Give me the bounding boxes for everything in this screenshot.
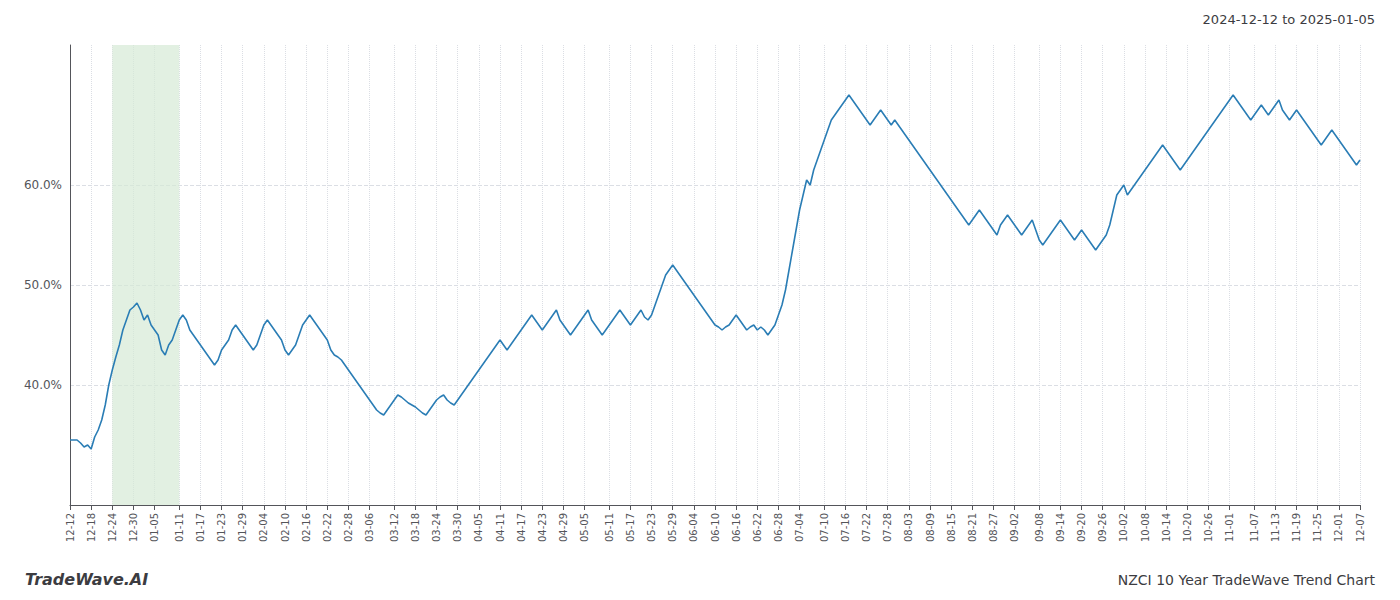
svg-text:01-17: 01-17 — [195, 513, 206, 542]
svg-text:11-19: 11-19 — [1291, 513, 1302, 542]
svg-text:12-24: 12-24 — [107, 513, 118, 542]
svg-text:06-10: 06-10 — [710, 513, 721, 542]
svg-text:03-24: 03-24 — [431, 513, 442, 542]
svg-text:11-13: 11-13 — [1270, 513, 1281, 542]
svg-text:10-14: 10-14 — [1161, 513, 1172, 542]
svg-text:03-06: 03-06 — [364, 513, 375, 542]
svg-text:08-15: 08-15 — [946, 513, 957, 542]
svg-text:01-11: 01-11 — [174, 513, 185, 542]
svg-text:03-12: 03-12 — [389, 513, 400, 542]
svg-text:09-14: 09-14 — [1055, 513, 1066, 542]
svg-text:11-07: 11-07 — [1249, 513, 1260, 542]
svg-text:04-29: 04-29 — [558, 513, 569, 542]
svg-text:12-12: 12-12 — [65, 513, 76, 542]
svg-text:06-04: 06-04 — [688, 513, 699, 542]
svg-text:02-28: 02-28 — [343, 513, 354, 542]
svg-text:07-28: 07-28 — [882, 513, 893, 542]
svg-text:10-20: 10-20 — [1182, 513, 1193, 542]
svg-text:08-27: 08-27 — [988, 513, 999, 542]
svg-text:06-28: 06-28 — [773, 513, 784, 542]
svg-text:09-26: 09-26 — [1097, 513, 1108, 542]
svg-text:09-08: 09-08 — [1034, 513, 1045, 542]
svg-text:05-17: 05-17 — [625, 513, 636, 542]
svg-text:12-18: 12-18 — [86, 513, 97, 542]
svg-text:12-07: 12-07 — [1355, 513, 1366, 542]
svg-text:04-11: 04-11 — [495, 513, 506, 542]
svg-text:07-10: 07-10 — [819, 513, 830, 542]
svg-text:04-05: 04-05 — [473, 513, 484, 542]
svg-text:08-03: 08-03 — [903, 513, 914, 542]
svg-text:04-17: 04-17 — [516, 513, 527, 542]
svg-text:06-22: 06-22 — [752, 513, 763, 542]
svg-text:09-20: 09-20 — [1076, 513, 1087, 542]
svg-text:12-30: 12-30 — [128, 513, 139, 542]
svg-text:05-11: 05-11 — [604, 513, 615, 542]
svg-text:05-05: 05-05 — [579, 513, 590, 542]
svg-text:04-23: 04-23 — [537, 513, 548, 542]
svg-text:TradeWave.AI: TradeWave.AI — [25, 570, 148, 589]
svg-text:10-02: 10-02 — [1118, 513, 1129, 542]
svg-text:02-16: 02-16 — [301, 513, 312, 542]
svg-text:02-22: 02-22 — [322, 513, 333, 542]
svg-text:01-23: 01-23 — [216, 513, 227, 542]
svg-text:05-23: 05-23 — [646, 513, 657, 542]
svg-text:2024-12-12 to 2025-01-05: 2024-12-12 to 2025-01-05 — [1203, 12, 1375, 27]
svg-text:03-18: 03-18 — [410, 513, 421, 542]
svg-text:NZCI 10 Year TradeWave Trend C: NZCI 10 Year TradeWave Trend Chart — [1118, 572, 1376, 588]
svg-text:02-04: 02-04 — [258, 513, 269, 542]
svg-text:07-04: 07-04 — [794, 513, 805, 542]
svg-text:03-30: 03-30 — [452, 513, 463, 542]
svg-text:11-25: 11-25 — [1312, 513, 1323, 542]
svg-text:01-05: 01-05 — [149, 513, 160, 542]
svg-text:02-10: 02-10 — [280, 513, 291, 542]
svg-text:06-16: 06-16 — [731, 513, 742, 542]
svg-text:09-02: 09-02 — [1009, 513, 1020, 542]
svg-text:50.0%: 50.0% — [24, 278, 62, 292]
svg-text:07-22: 07-22 — [861, 513, 872, 542]
svg-text:08-21: 08-21 — [967, 513, 978, 542]
svg-text:12-01: 12-01 — [1333, 513, 1344, 542]
svg-text:10-26: 10-26 — [1203, 513, 1214, 542]
svg-text:07-16: 07-16 — [840, 513, 851, 542]
svg-text:60.0%: 60.0% — [24, 178, 62, 192]
svg-text:08-09: 08-09 — [925, 513, 936, 542]
svg-text:05-29: 05-29 — [667, 513, 678, 542]
svg-text:11-01: 11-01 — [1224, 513, 1235, 542]
svg-text:01-29: 01-29 — [237, 513, 248, 542]
svg-text:40.0%: 40.0% — [24, 378, 62, 392]
svg-text:10-08: 10-08 — [1140, 513, 1151, 542]
